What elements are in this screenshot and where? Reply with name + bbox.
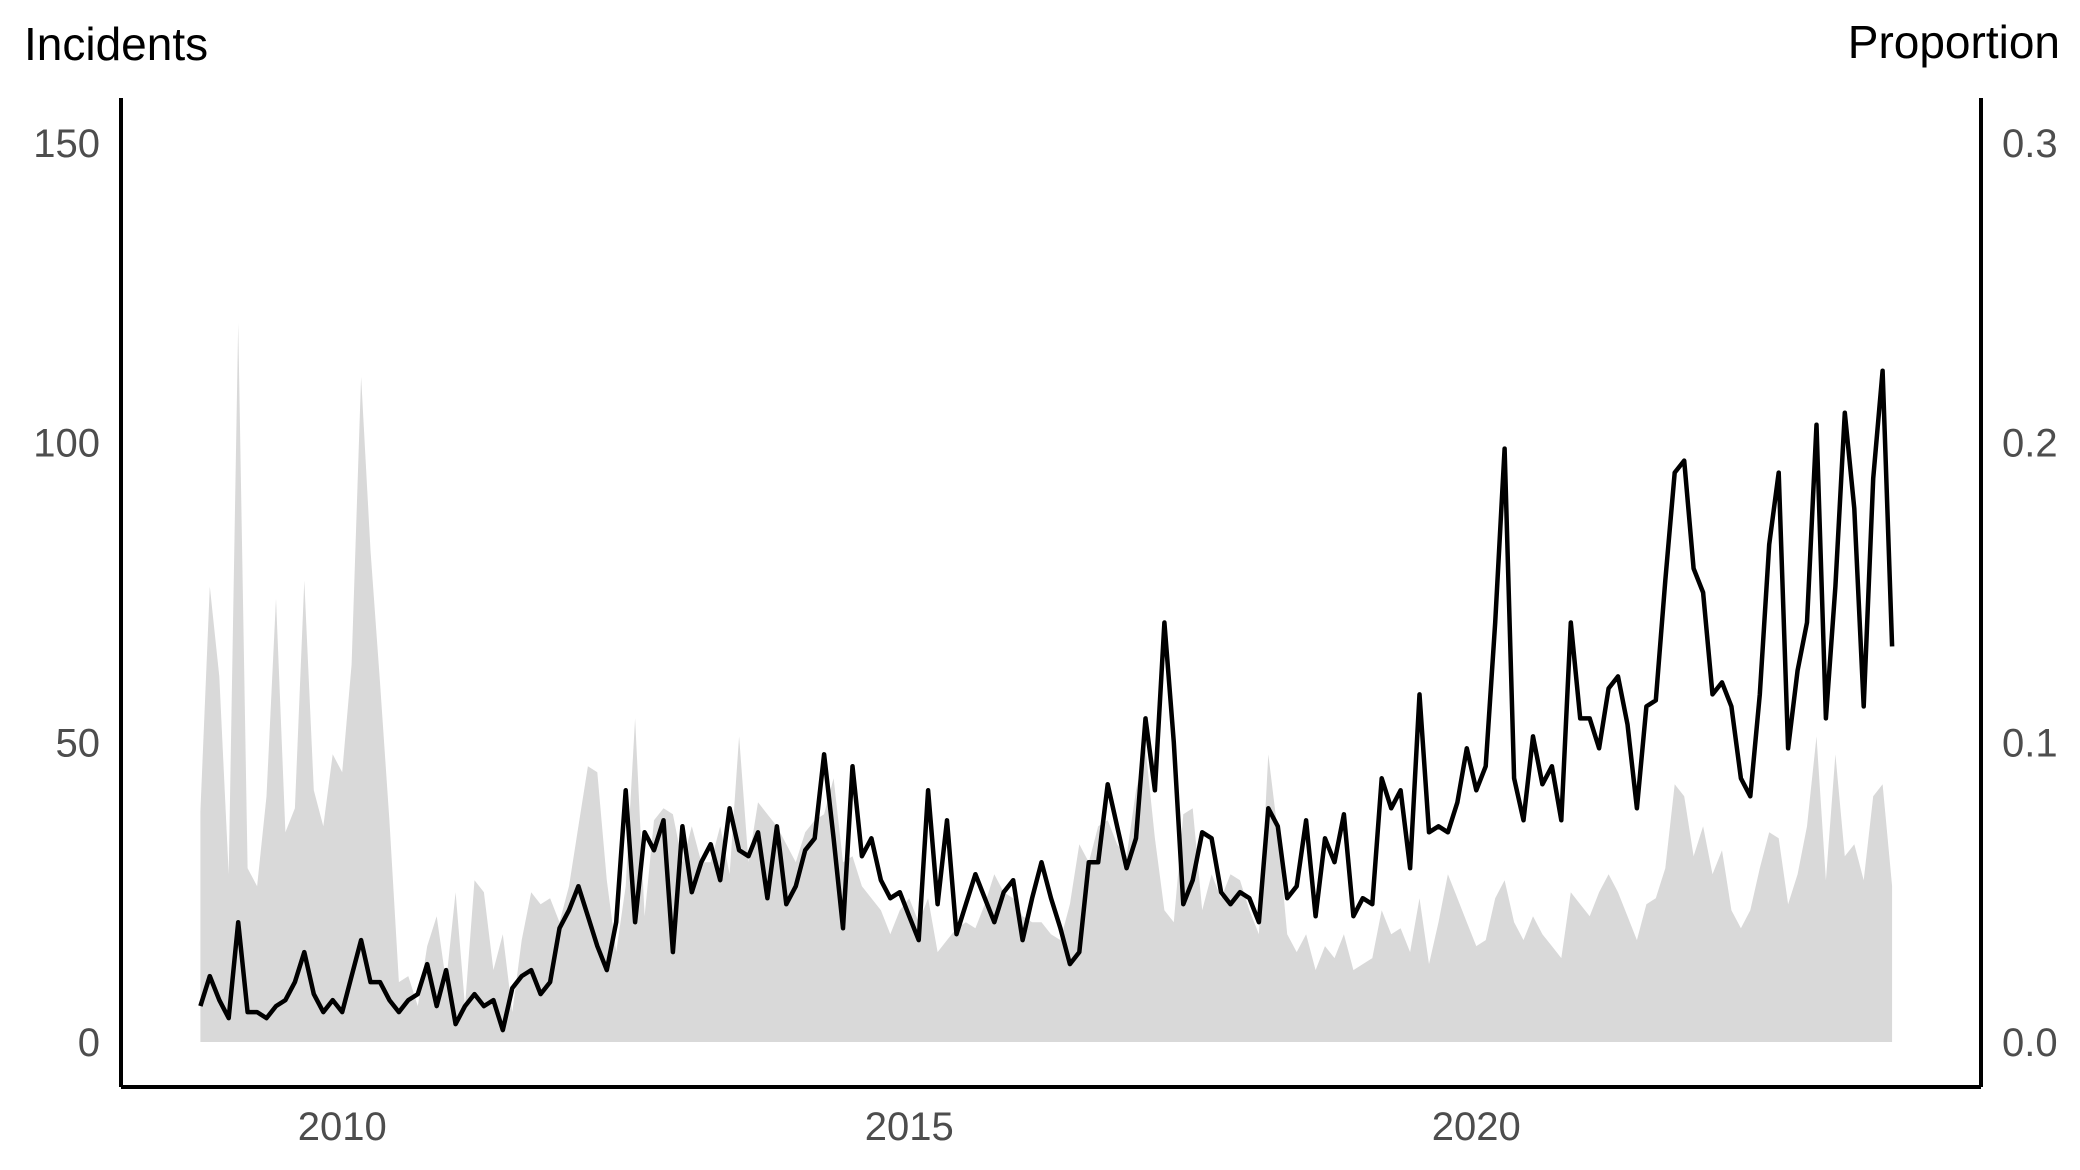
right-y-tick-label: 0.1: [2002, 721, 2058, 765]
left-y-tick-label: 0: [78, 1021, 100, 1065]
right-y-tick-labels: 0.0 0.1 0.2 0.3: [2002, 122, 2058, 1065]
incidents-line-layer: [198, 368, 1895, 1033]
incidents-line: [198, 368, 1895, 1033]
proportion-area-layer: [200, 322, 1893, 1042]
x-tick-labels: 2010 2015 2020: [298, 1105, 1521, 1149]
left-y-tick-label: 50: [56, 721, 101, 765]
x-tick-label: 2010: [298, 1105, 387, 1149]
left-axis-title: Incidents: [24, 18, 208, 70]
right-y-tick-label: 0.2: [2002, 422, 2058, 466]
left-y-tick-labels: 0 50 100 150: [33, 122, 100, 1065]
right-y-tick-label: 0.0: [2002, 1021, 2058, 1065]
left-y-tick-label: 100: [33, 422, 100, 466]
left-y-tick-label: 150: [33, 122, 100, 166]
x-tick-label: 2015: [865, 1105, 954, 1149]
proportion-area: [200, 322, 1893, 1042]
right-axis-title: Proportion: [1848, 16, 2060, 68]
x-tick-label: 2020: [1432, 1105, 1521, 1149]
right-y-tick-label: 0.3: [2002, 122, 2058, 166]
